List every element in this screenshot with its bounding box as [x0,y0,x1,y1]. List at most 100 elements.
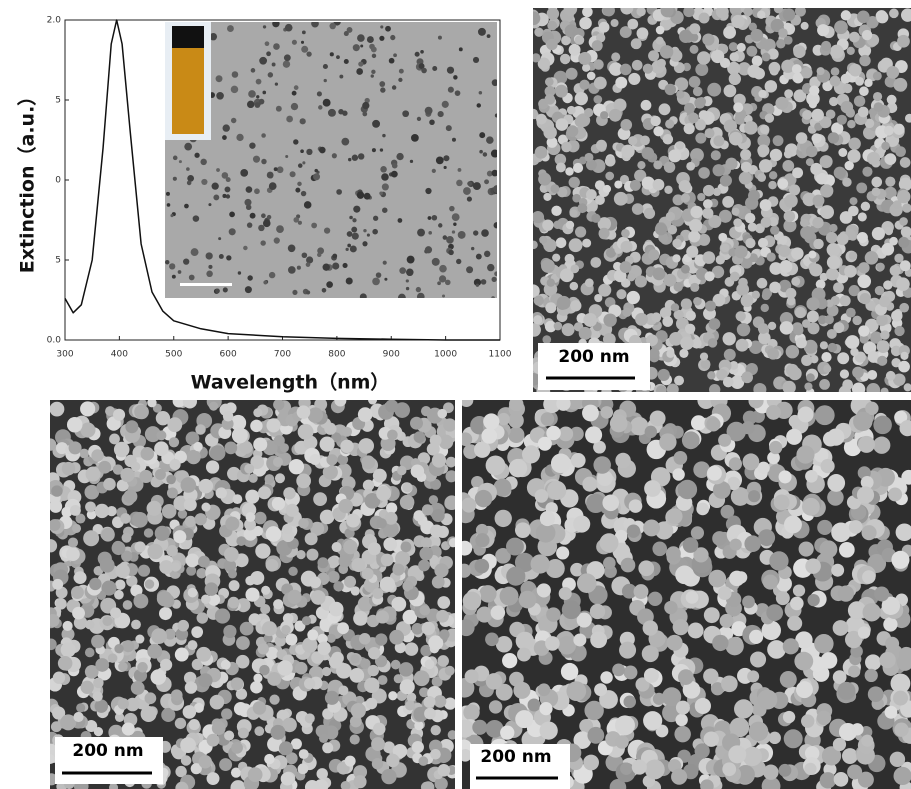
particle [876,314,888,327]
particle [769,262,783,275]
particle [222,287,228,293]
particle [776,38,786,49]
particle [116,479,129,492]
particle [213,194,220,201]
particle [363,192,371,200]
particle [372,722,386,736]
particle [833,166,846,179]
particle [616,289,627,300]
particle [593,95,603,104]
particle [402,110,410,118]
particle [156,591,173,607]
particle [878,296,891,308]
particle [600,406,614,419]
particle [135,634,145,644]
particle [703,668,719,684]
particle [812,216,824,229]
particle [687,622,704,639]
particle [50,519,61,531]
particle [599,533,619,553]
spectrum-line [64,19,500,341]
particle [453,222,457,226]
particle [304,713,315,724]
particle [394,641,407,654]
particle [734,699,754,719]
particle [340,781,351,789]
particle [576,113,591,128]
particle [853,95,866,107]
particle [363,228,367,233]
particle [428,495,439,505]
particle [322,63,328,70]
particle [209,32,218,41]
particle [92,691,103,702]
particle [554,153,567,166]
particle [502,653,518,669]
particle [399,494,415,510]
particle [391,85,397,90]
particle [604,155,616,167]
particle [659,307,672,319]
particle [172,400,186,408]
particle [757,173,767,182]
particle [427,216,432,220]
particle [411,623,424,635]
particle [248,473,258,483]
particle [395,550,411,566]
particle [262,25,267,29]
particle [792,584,806,597]
particle [488,700,503,714]
particle [236,636,250,650]
particle [795,337,807,349]
particle [560,662,579,681]
particle [663,273,677,287]
particle [585,159,597,171]
particle [451,137,456,142]
particle [866,383,881,392]
particle [243,245,248,251]
particle [428,635,444,651]
particle [635,312,648,326]
particle [844,264,857,278]
particle [271,62,276,67]
particle [232,494,243,504]
particle [689,44,699,54]
particle [300,190,307,197]
particle [768,180,777,190]
particle [534,145,548,159]
particle [201,594,211,604]
particle [345,247,349,252]
particle [653,160,663,170]
particle [419,687,429,698]
particle [864,250,879,265]
particle [627,18,639,30]
particle [664,185,673,194]
particle [357,596,373,612]
particle [402,580,414,592]
particle [636,27,649,40]
particle [317,633,328,645]
particle [114,589,124,600]
particle [196,646,212,662]
particle [696,502,710,516]
particle [121,532,132,543]
particle [682,537,699,553]
particle [454,90,461,97]
particle [748,253,758,263]
particle [171,562,181,572]
particle [175,765,187,778]
particle [198,478,214,494]
particle [486,34,491,39]
particle [224,186,231,193]
particle [331,432,342,443]
particle [759,124,770,135]
particle [269,694,280,705]
particle [394,402,411,418]
particle [80,680,94,694]
particle [268,182,277,190]
particle [791,247,804,260]
particle [103,477,116,491]
particle [449,205,455,212]
particle [376,485,392,501]
particle [224,441,238,455]
